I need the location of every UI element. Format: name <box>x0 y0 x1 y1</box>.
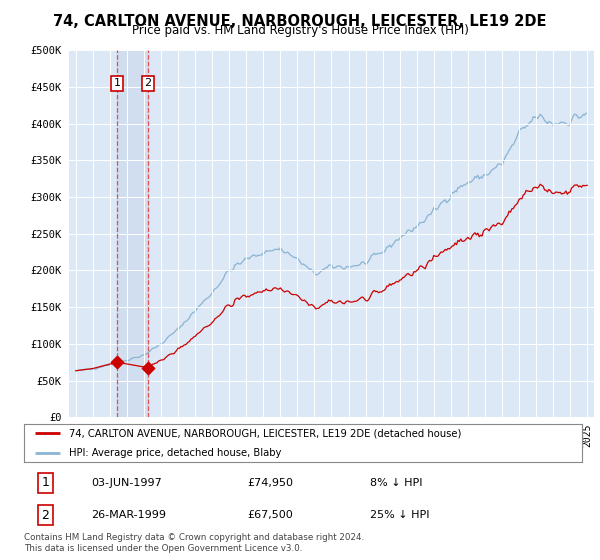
Point <box>143 363 153 372</box>
Point <box>112 358 122 367</box>
Text: 03-JUN-1997: 03-JUN-1997 <box>91 478 162 488</box>
Text: £74,950: £74,950 <box>247 478 293 488</box>
Text: HPI: Average price, detached house, Blaby: HPI: Average price, detached house, Blab… <box>68 448 281 458</box>
Text: 1: 1 <box>113 78 121 88</box>
Text: 2: 2 <box>41 508 49 521</box>
Text: 1: 1 <box>41 477 49 489</box>
Bar <box>117 50 148 417</box>
Text: 2: 2 <box>145 78 151 88</box>
Text: £67,500: £67,500 <box>247 510 293 520</box>
Text: 8% ↓ HPI: 8% ↓ HPI <box>370 478 422 488</box>
Text: Price paid vs. HM Land Registry's House Price Index (HPI): Price paid vs. HM Land Registry's House … <box>131 24 469 37</box>
Text: 74, CARLTON AVENUE, NARBOROUGH, LEICESTER, LE19 2DE (detached house): 74, CARLTON AVENUE, NARBOROUGH, LEICESTE… <box>68 428 461 438</box>
Text: 25% ↓ HPI: 25% ↓ HPI <box>370 510 430 520</box>
Text: Contains HM Land Registry data © Crown copyright and database right 2024.
This d: Contains HM Land Registry data © Crown c… <box>24 533 364 553</box>
Text: 26-MAR-1999: 26-MAR-1999 <box>91 510 166 520</box>
Text: 74, CARLTON AVENUE, NARBOROUGH, LEICESTER, LE19 2DE: 74, CARLTON AVENUE, NARBOROUGH, LEICESTE… <box>53 14 547 29</box>
